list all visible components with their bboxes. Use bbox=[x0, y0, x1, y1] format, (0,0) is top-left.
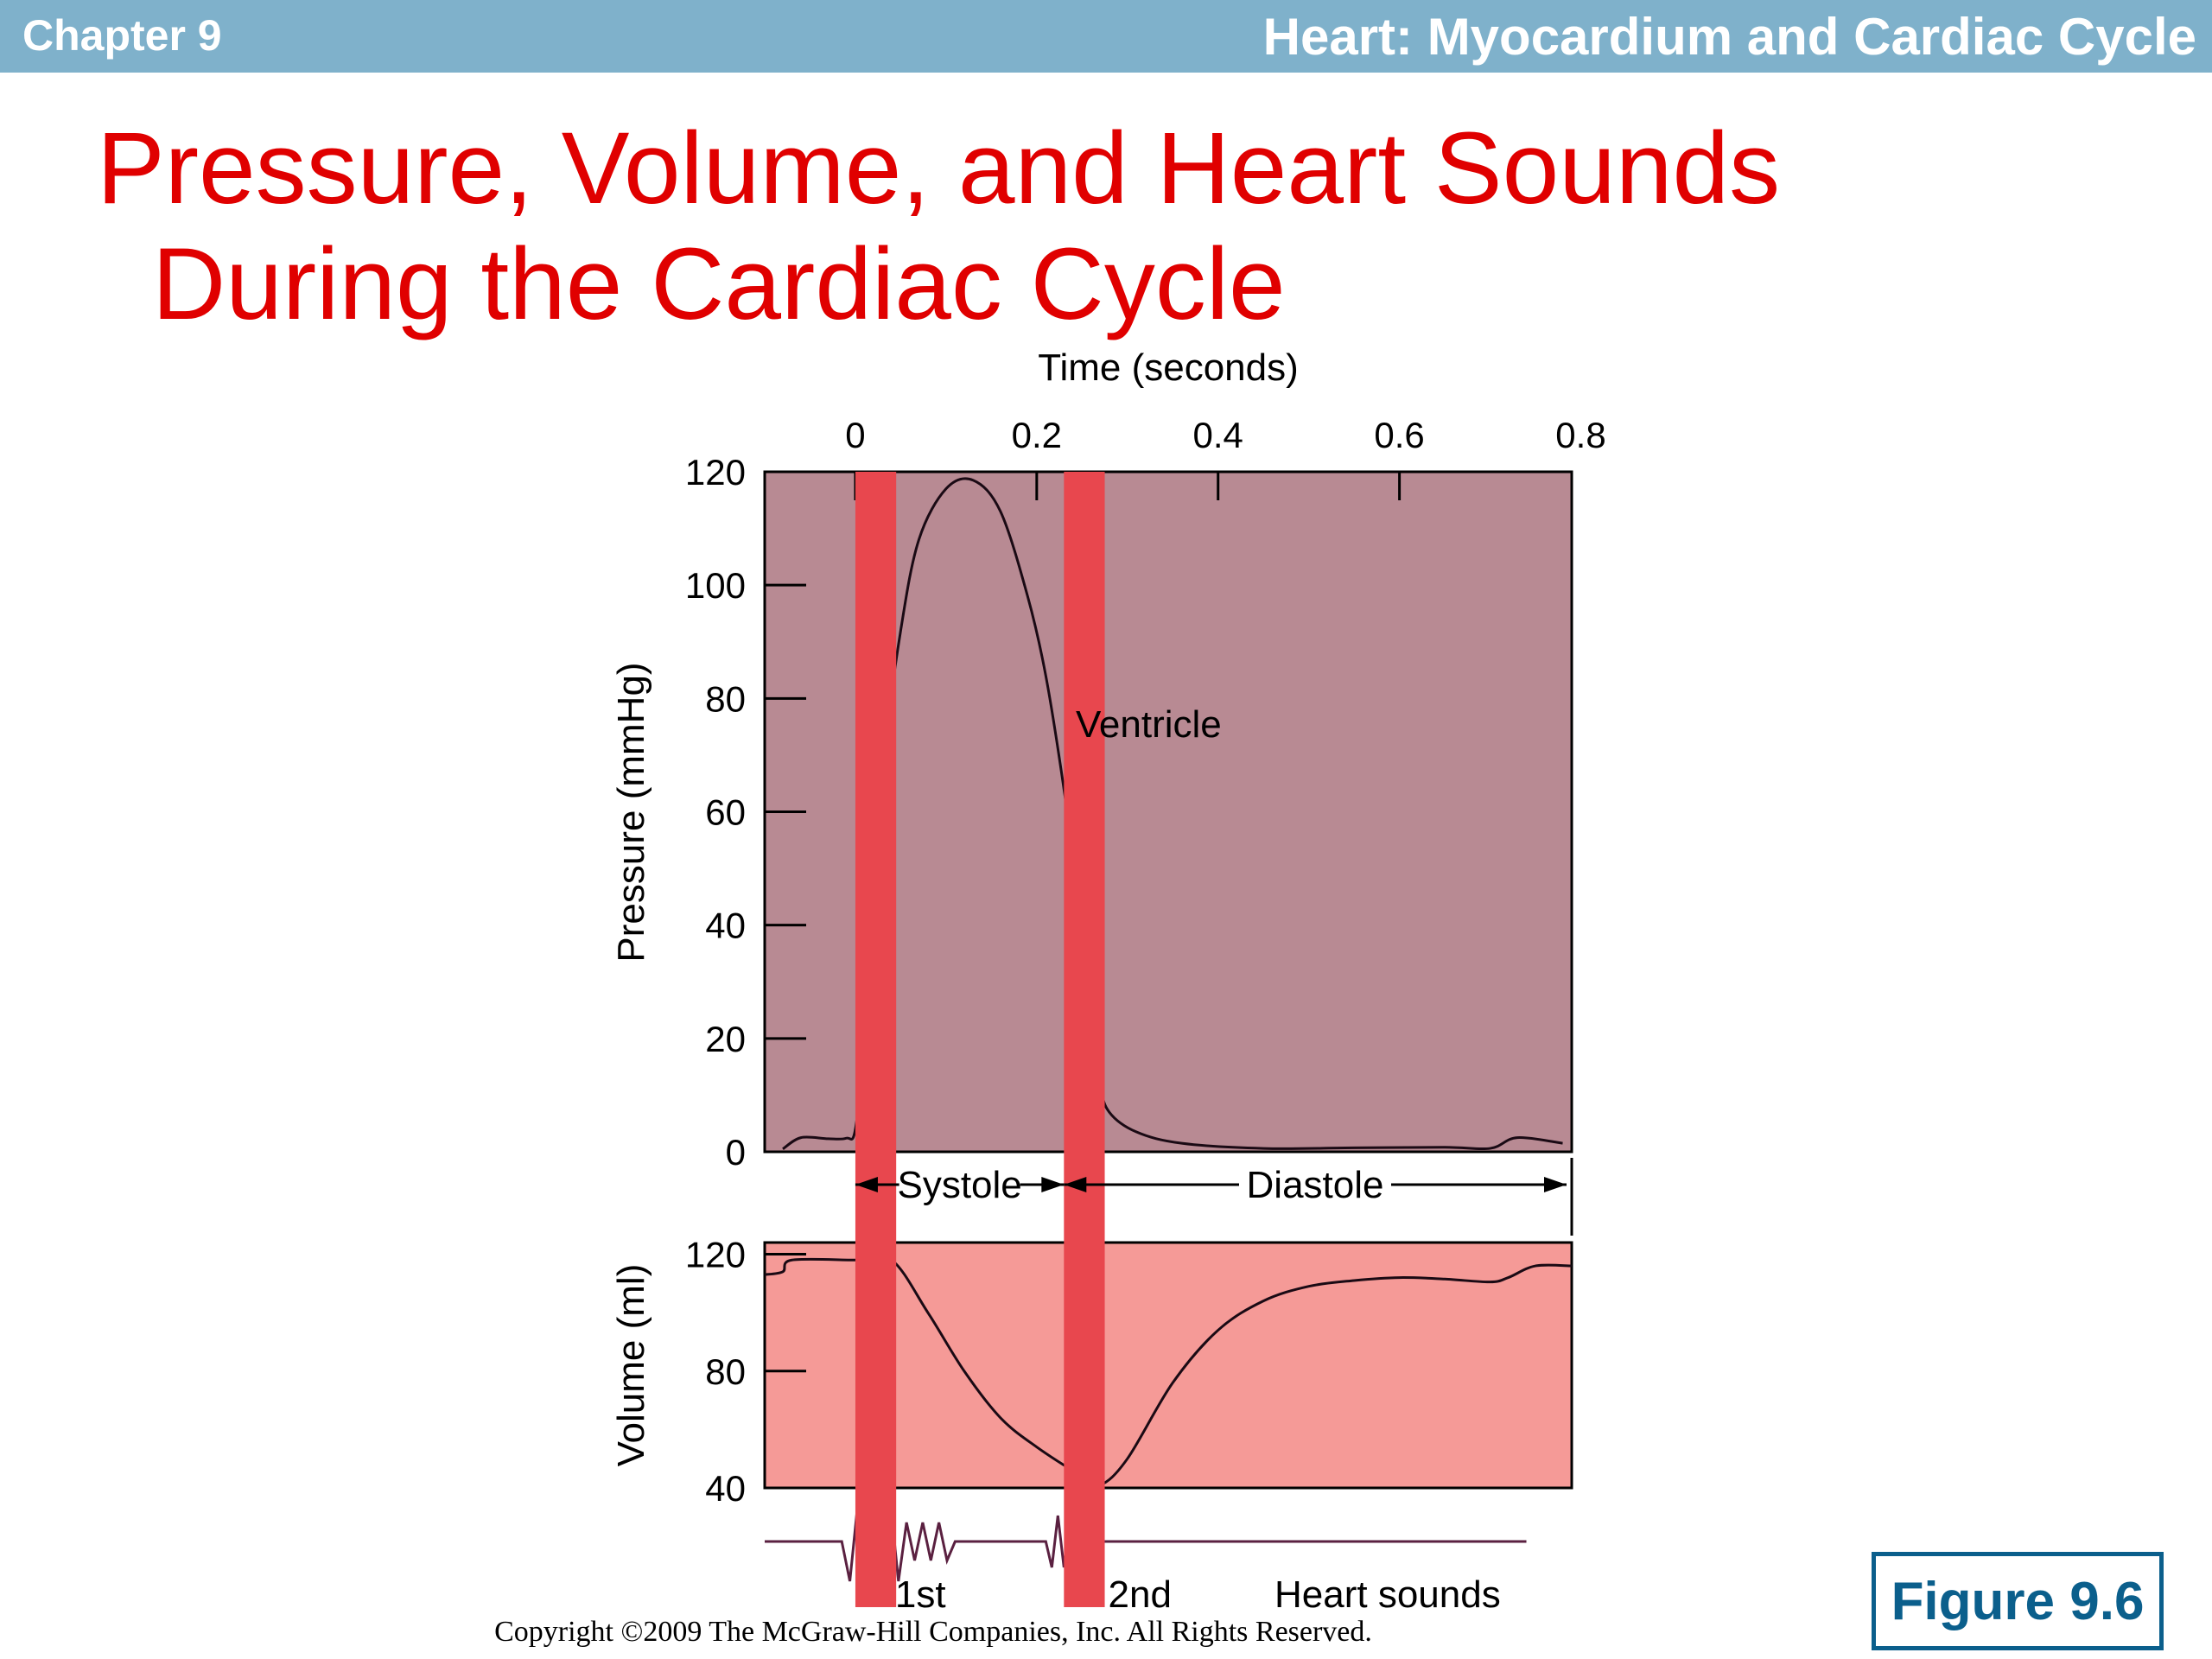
heart-sound-labels: 1st 2nd bbox=[895, 1573, 1172, 1616]
phase-arrowhead bbox=[1041, 1177, 1065, 1192]
highlight-bands bbox=[855, 472, 1105, 1607]
figure-label: Figure 9.6 bbox=[1872, 1552, 2164, 1650]
heart-sound-label: 1st bbox=[895, 1573, 946, 1616]
chapter-label: Chapter 9 bbox=[22, 11, 222, 60]
pressure-xlabel: Time (seconds) bbox=[1038, 346, 1299, 389]
slide-title: Pressure, Volume, and Heart Sounds Durin… bbox=[97, 111, 2084, 342]
pressure-y-ticks: 0 20 40 60 80 100 120 bbox=[685, 452, 806, 1173]
header-title: Heart: Myocardium and Cardiac Cycle bbox=[1262, 8, 2196, 66]
pressure-x-tick-label: 0.4 bbox=[1193, 415, 1243, 455]
phase-label: Diastole bbox=[1247, 1164, 1384, 1206]
pressure-panel bbox=[763, 470, 1573, 1154]
pressure-ylabel: Pressure (mmHg) bbox=[610, 662, 652, 962]
pressure-y-tick-label: 40 bbox=[705, 906, 746, 946]
pressure-x-tick-label: 0.2 bbox=[1012, 415, 1062, 455]
pressure-y-tick-label: 60 bbox=[705, 792, 746, 833]
slide-title-line1: Pressure, Volume, and Heart Sounds bbox=[97, 111, 1781, 226]
highlight-band bbox=[855, 472, 897, 1607]
highlight-band bbox=[1064, 472, 1105, 1607]
pressure-y-tick-label: 120 bbox=[685, 452, 746, 493]
phase-arrows: Systole Diastole bbox=[855, 1158, 1573, 1236]
pressure-y-tick-label: 0 bbox=[726, 1132, 746, 1173]
phase-label: Systole bbox=[897, 1164, 1021, 1206]
copyright: Copyright ©2009 The McGraw-Hill Companie… bbox=[0, 1616, 2212, 1649]
pressure-x-tick-label: 0.6 bbox=[1374, 415, 1424, 455]
pressure-x-tick-label: 0.8 bbox=[1555, 415, 1605, 455]
phase-arrowhead bbox=[1064, 1177, 1087, 1192]
volume-y-ticks: 40 80 120 bbox=[685, 1235, 806, 1509]
volume-ylabel: Volume (ml) bbox=[610, 1264, 652, 1467]
volume-y-tick-label: 120 bbox=[685, 1235, 746, 1275]
pressure-y-tick-label: 100 bbox=[685, 565, 746, 606]
pressure-y-tick-label: 20 bbox=[705, 1019, 746, 1059]
slide-title-line2: During the Cardiac Cycle bbox=[152, 227, 1286, 341]
volume-panel bbox=[763, 1241, 1573, 1490]
ventricle-label: Ventricle bbox=[1076, 703, 1222, 746]
copyright-text: Copyright ©2009 The McGraw-Hill Companie… bbox=[494, 1616, 1372, 1648]
phase-arrowhead bbox=[855, 1177, 878, 1192]
pressure-y-tick-label: 80 bbox=[705, 678, 746, 719]
pressure-x-tick-label: 0 bbox=[845, 415, 865, 455]
heart-sound-label: 2nd bbox=[1109, 1573, 1172, 1616]
heart-sounds-title: Heart sounds bbox=[1274, 1573, 1501, 1616]
header-bar bbox=[0, 0, 2212, 73]
phase-arrowhead bbox=[1544, 1177, 1567, 1192]
volume-y-tick-label: 40 bbox=[705, 1468, 746, 1509]
volume-y-tick-label: 80 bbox=[705, 1351, 746, 1392]
